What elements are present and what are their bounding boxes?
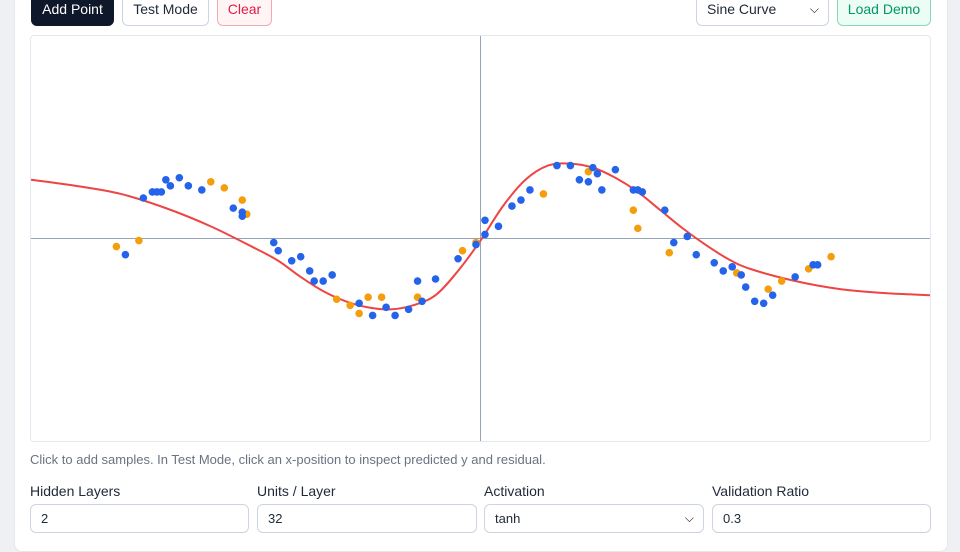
train-point bbox=[481, 230, 489, 239]
train-point bbox=[157, 188, 166, 196]
dataset-select-value: Sine Curve bbox=[707, 1, 777, 17]
validation-point bbox=[634, 224, 642, 233]
train-point bbox=[598, 186, 606, 194]
validation-point bbox=[220, 184, 229, 192]
validation-point bbox=[112, 242, 121, 251]
train-point bbox=[517, 196, 525, 204]
train-point bbox=[404, 305, 413, 314]
clear-button[interactable]: Clear bbox=[217, 0, 272, 26]
train-point bbox=[481, 216, 489, 225]
validation-point bbox=[355, 309, 363, 318]
sample-points bbox=[112, 161, 835, 320]
train-point bbox=[310, 277, 318, 285]
train-point bbox=[508, 202, 516, 210]
train-point bbox=[575, 175, 584, 184]
train-point bbox=[526, 186, 534, 194]
validation-point bbox=[346, 301, 354, 310]
validation-point bbox=[377, 293, 386, 302]
validation-point bbox=[364, 293, 372, 302]
train-point bbox=[566, 161, 575, 170]
train-point bbox=[611, 165, 620, 174]
validation-point bbox=[777, 277, 786, 285]
train-point bbox=[638, 188, 647, 196]
units-per-layer-input[interactable]: 32 bbox=[257, 504, 477, 533]
train-point bbox=[669, 238, 678, 247]
train-point bbox=[728, 263, 737, 271]
train-point bbox=[553, 161, 561, 170]
train-point bbox=[584, 178, 593, 186]
train-point bbox=[768, 291, 777, 299]
train-point bbox=[418, 297, 426, 306]
train-point bbox=[368, 311, 377, 320]
train-point bbox=[791, 273, 799, 281]
train-point bbox=[162, 175, 170, 184]
plot-canvas[interactable] bbox=[30, 35, 931, 442]
instruction-text: Click to add samples. In Test Mode, clic… bbox=[30, 452, 546, 467]
train-point bbox=[355, 299, 363, 308]
train-point bbox=[737, 271, 746, 279]
train-point bbox=[296, 252, 305, 261]
train-point bbox=[683, 232, 692, 241]
train-point bbox=[391, 311, 399, 320]
train-point bbox=[710, 259, 719, 267]
load-demo-button[interactable]: Load Demo bbox=[837, 0, 931, 26]
validation-point bbox=[458, 246, 467, 255]
train-point bbox=[593, 169, 602, 178]
validation-point bbox=[332, 295, 341, 304]
add-point-button[interactable]: Add Point bbox=[31, 0, 114, 26]
train-point bbox=[184, 182, 193, 190]
train-point bbox=[472, 240, 480, 249]
activation-select[interactable]: tanh ⌵ bbox=[484, 504, 704, 533]
activation-label: Activation bbox=[484, 483, 545, 499]
units-per-layer-label: Units / Layer bbox=[257, 483, 336, 499]
train-point bbox=[139, 194, 148, 202]
hidden-layers-input[interactable]: 2 bbox=[30, 504, 249, 533]
test-mode-button[interactable]: Test Mode bbox=[122, 0, 209, 26]
train-point bbox=[454, 254, 462, 263]
train-point bbox=[741, 283, 750, 291]
train-point bbox=[287, 256, 296, 265]
train-point bbox=[305, 267, 314, 275]
validation-point bbox=[238, 196, 247, 204]
validation-point bbox=[207, 178, 215, 186]
validation-point bbox=[665, 248, 674, 257]
train-point bbox=[494, 222, 503, 231]
train-point bbox=[175, 173, 184, 182]
train-point bbox=[719, 267, 728, 275]
train-point bbox=[750, 297, 759, 306]
validation-ratio-input[interactable]: 0.3 bbox=[712, 504, 931, 533]
train-point bbox=[759, 299, 768, 308]
train-point bbox=[229, 204, 238, 212]
scatter-plot[interactable] bbox=[31, 36, 930, 441]
train-point bbox=[328, 271, 336, 279]
validation-point bbox=[539, 190, 548, 198]
validation-ratio-label: Validation Ratio bbox=[712, 483, 810, 499]
train-point bbox=[589, 163, 597, 172]
validation-point bbox=[135, 236, 143, 245]
train-point bbox=[413, 277, 422, 285]
activation-select-value: tanh bbox=[495, 511, 521, 526]
train-point bbox=[269, 238, 278, 247]
train-point bbox=[198, 186, 206, 194]
hidden-layers-label: Hidden Layers bbox=[30, 483, 121, 499]
validation-point bbox=[827, 252, 835, 261]
dataset-select[interactable]: Sine Curve ⌵ bbox=[696, 0, 829, 26]
validation-point bbox=[764, 285, 772, 293]
chevron-down-icon: ⌵ bbox=[684, 511, 694, 525]
train-point bbox=[660, 206, 669, 214]
train-point bbox=[121, 250, 130, 259]
prediction-curve bbox=[31, 162, 930, 311]
train-point bbox=[238, 212, 247, 221]
train-point bbox=[319, 277, 327, 285]
train-point bbox=[692, 250, 701, 259]
train-point bbox=[166, 182, 175, 190]
train-point bbox=[274, 246, 283, 255]
train-point bbox=[813, 261, 822, 269]
chevron-down-icon: ⌵ bbox=[809, 2, 819, 16]
train-point bbox=[431, 275, 440, 283]
validation-point bbox=[629, 206, 638, 214]
train-point bbox=[382, 303, 390, 312]
